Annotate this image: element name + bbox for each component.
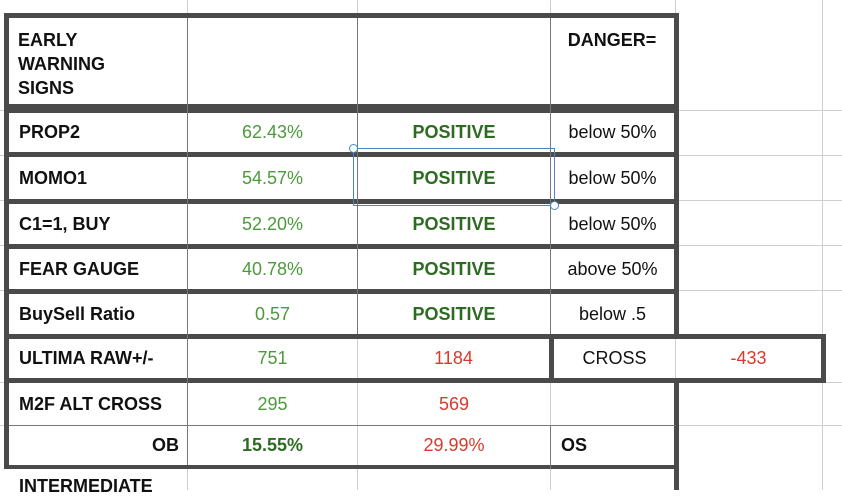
row-threshold[interactable]: below 50% [568, 122, 657, 142]
row-border [4, 109, 679, 113]
cross-value[interactable]: -433 [730, 348, 767, 368]
cross-left-border [549, 334, 554, 383]
ultima-minus[interactable]: 1184 [434, 348, 473, 368]
os-label[interactable]: OS [561, 435, 588, 455]
row-label[interactable]: BuySell Ratio [19, 303, 136, 324]
column-divider [187, 18, 188, 465]
column-divider [550, 425, 551, 469]
row-status[interactable]: POSITIVE [412, 122, 496, 142]
row-divider [550, 425, 676, 426]
table-right-border [674, 13, 679, 335]
ultima-label[interactable]: ULTIMA RAW+/- [19, 348, 154, 368]
row-border [4, 465, 679, 469]
row-status[interactable]: POSITIVE [412, 258, 496, 279]
ob-minus[interactable]: 29.99% [423, 435, 485, 455]
row-status[interactable]: POSITIVE [412, 303, 496, 324]
m2f-minus[interactable]: 569 [438, 393, 470, 414]
selection-handle-bottom-right[interactable] [550, 201, 559, 210]
danger-label[interactable]: DANGER= [567, 29, 657, 50]
cross-label[interactable]: CROSS [582, 348, 647, 368]
row-value[interactable]: 54.57% [241, 167, 304, 188]
row-threshold[interactable]: below 50% [568, 167, 657, 188]
row-threshold[interactable]: below 50% [568, 213, 657, 234]
row-threshold[interactable]: above 50% [567, 258, 658, 279]
row-value[interactable]: 40.78% [241, 258, 304, 279]
column-divider [357, 18, 358, 334]
row-status[interactable]: POSITIVE [412, 213, 496, 234]
cross-right-border [821, 334, 826, 383]
table-right-border [674, 382, 679, 490]
header-title[interactable]: EARLY WARNING SIGNS [18, 30, 105, 98]
cell-selection[interactable] [353, 148, 555, 206]
ultima-plus[interactable]: 751 [257, 348, 288, 368]
row-label[interactable]: C1=1, BUY [19, 213, 111, 234]
row-value[interactable]: 0.57 [254, 303, 291, 324]
m2f-plus[interactable]: 295 [257, 393, 288, 414]
ob-plus[interactable]: 15.55% [241, 435, 304, 455]
ob-label[interactable]: OB [152, 435, 179, 455]
row-border [4, 244, 679, 249]
column-divider [550, 18, 551, 334]
row-threshold[interactable]: below .5 [578, 303, 647, 324]
row-divider [9, 425, 550, 426]
row-border [4, 199, 679, 204]
row-border [4, 289, 679, 294]
m2f-label[interactable]: M2F ALT CROSS [19, 393, 162, 414]
row-value[interactable]: 62.43% [241, 122, 304, 142]
table-left-border [4, 13, 9, 469]
row-border [4, 378, 826, 383]
row-status[interactable]: POSITIVE [412, 167, 496, 188]
row-border [4, 334, 826, 339]
next-row-label[interactable]: INTERMEDIATE [19, 476, 153, 496]
row-label[interactable]: MOMO1 [19, 167, 88, 188]
row-label[interactable]: PROP2 [19, 122, 81, 142]
row-label[interactable]: FEAR GAUGE [19, 258, 140, 279]
selection-handle-top-left[interactable] [349, 144, 358, 153]
row-value[interactable]: 52.20% [241, 213, 304, 234]
row-border [4, 152, 679, 157]
